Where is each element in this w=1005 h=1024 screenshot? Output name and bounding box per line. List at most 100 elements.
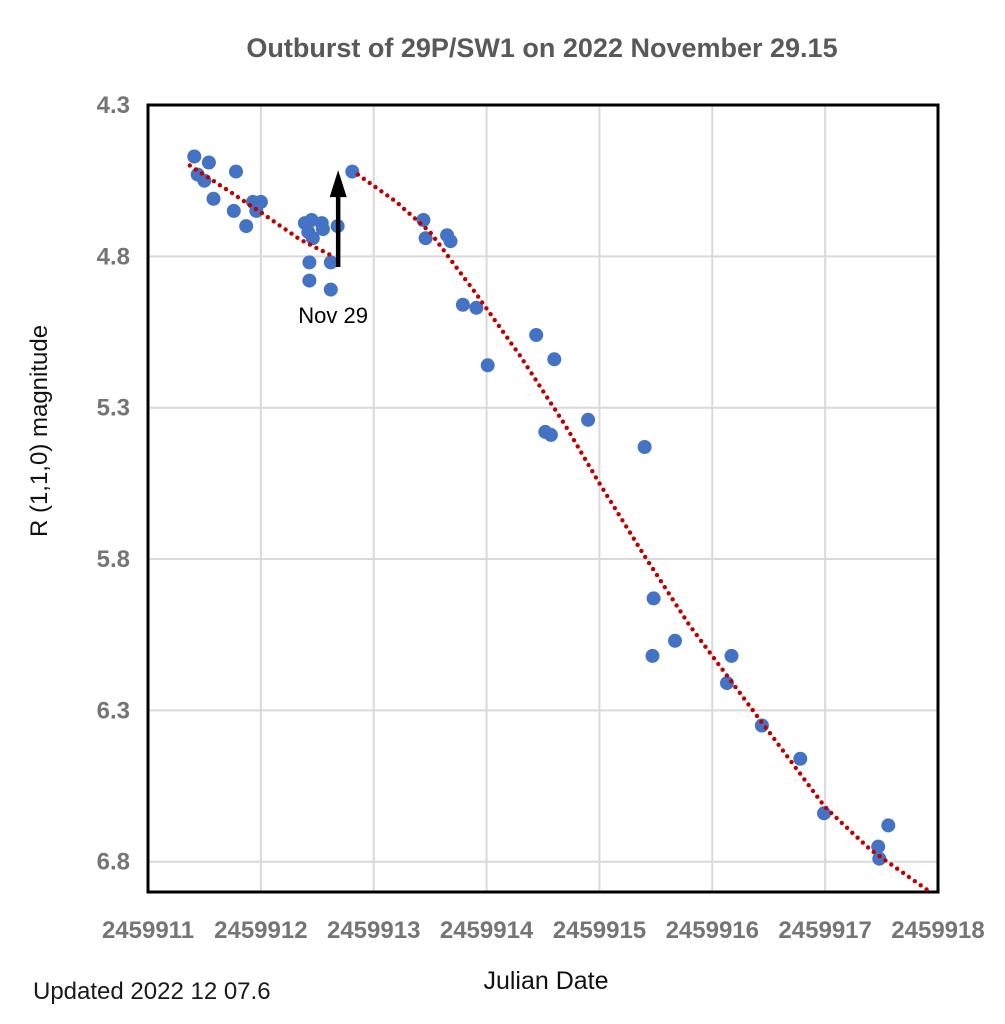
- trend-dot: [385, 193, 390, 198]
- trend-dot: [582, 456, 588, 461]
- trend-dot: [445, 253, 451, 259]
- trend-dot: [265, 215, 270, 220]
- trend-dot: [624, 524, 629, 529]
- trend-dot: [541, 389, 546, 394]
- data-point: [201, 155, 216, 170]
- data-point: [817, 806, 831, 821]
- trend-dot: [785, 754, 790, 759]
- trend-dot: [450, 259, 455, 265]
- trend-dot: [556, 413, 562, 418]
- trend-dot: [889, 862, 894, 867]
- trend-dot: [437, 242, 442, 247]
- x-tick-label: 2459911: [102, 917, 194, 944]
- y-tick-label: 4.3: [97, 92, 130, 119]
- trend-dot: [895, 866, 900, 871]
- trend-dot: [211, 179, 217, 184]
- trend-dot: [586, 462, 591, 468]
- trend-dot: [759, 719, 764, 724]
- y-tick-label: 6.8: [97, 849, 130, 876]
- trend-dot: [620, 518, 625, 523]
- data-point: [323, 255, 338, 270]
- trend-dot: [850, 830, 855, 835]
- trend-dot: [666, 591, 671, 596]
- x-tick-label: 2459917: [778, 917, 871, 944]
- trend-dot: [454, 265, 459, 270]
- trend-dot: [682, 615, 687, 620]
- trend-dot: [646, 560, 652, 566]
- trend-dot: [379, 189, 384, 194]
- trend-dot: [839, 820, 844, 826]
- trend-dot: [568, 431, 573, 437]
- gridlines: [148, 105, 938, 892]
- data-point: [646, 591, 661, 606]
- trend-dot: [533, 377, 538, 382]
- x-axis-tick-labels: 2459911 2459912 2459913 2459914 2459915 24599…: [102, 917, 985, 944]
- trend-dot: [277, 223, 282, 228]
- trend-dot: [463, 277, 468, 282]
- x-tick-label: 2459918: [891, 917, 984, 944]
- trend-dot: [639, 548, 644, 554]
- trend-dot: [844, 825, 850, 830]
- trend-dot: [428, 230, 433, 236]
- trend-dot: [187, 163, 192, 168]
- trend-dot: [241, 198, 247, 204]
- trend-dot: [545, 395, 550, 400]
- trend-dot: [480, 300, 485, 305]
- trend-dot: [529, 371, 534, 376]
- annotation-label: Nov 29: [298, 303, 368, 328]
- trend-dot: [496, 323, 502, 329]
- trend-dot: [418, 221, 423, 226]
- trend-dot: [746, 702, 751, 707]
- plot-border: [146, 103, 940, 894]
- data-point: [302, 255, 317, 270]
- trend-dot: [658, 579, 664, 584]
- trend-dot: [643, 554, 648, 560]
- x-tick-label: 2459914: [440, 917, 534, 944]
- y-tick-label: 4.8: [97, 243, 130, 270]
- trend-dot: [674, 603, 679, 608]
- trend-dot: [855, 835, 860, 840]
- data-point: [637, 440, 652, 454]
- trend-dot: [327, 252, 332, 257]
- updated-note: Updated 2022 12 07.6: [33, 978, 271, 1005]
- trend-dot: [815, 794, 820, 799]
- trend-dot: [797, 771, 803, 776]
- trend-dot: [373, 184, 378, 190]
- data-point: [229, 164, 243, 179]
- trend-dot: [654, 572, 660, 578]
- trend-dot: [754, 713, 760, 719]
- outburst-arrow-head: [329, 170, 347, 198]
- data-point: [226, 203, 241, 218]
- trend-dot: [488, 312, 493, 317]
- trend-dot: [412, 216, 418, 221]
- data-point: [480, 358, 495, 373]
- trend-dot: [686, 621, 691, 626]
- trend-dot: [906, 874, 912, 880]
- trend-dot: [694, 632, 699, 638]
- trend-dot: [918, 883, 923, 888]
- trend-dot: [829, 810, 834, 816]
- trend-dot: [307, 242, 313, 247]
- data-point: [547, 352, 562, 367]
- data-point: [302, 273, 317, 288]
- trend-dot: [247, 202, 253, 208]
- chart-title: Outburst of 29P/SW1 on 2022 November 29.…: [246, 33, 837, 63]
- trend-dot: [871, 849, 876, 855]
- trend-dot: [650, 566, 656, 572]
- trend-dot: [729, 679, 734, 684]
- trend-dot: [635, 542, 640, 547]
- trend-dot: [441, 248, 446, 253]
- data-point: [206, 191, 221, 206]
- trend-dot: [458, 271, 464, 276]
- trend-dot: [513, 347, 518, 352]
- data-point: [581, 412, 596, 427]
- y-axis-title: R (1,1,0) magnitude: [26, 325, 53, 537]
- trend-dot: [367, 180, 372, 186]
- trend-dot: [355, 172, 361, 177]
- data-point: [469, 300, 484, 315]
- trend-dot: [537, 383, 542, 388]
- trend-dot: [432, 236, 438, 241]
- trend-dot: [780, 748, 786, 753]
- trend-dot: [733, 684, 738, 690]
